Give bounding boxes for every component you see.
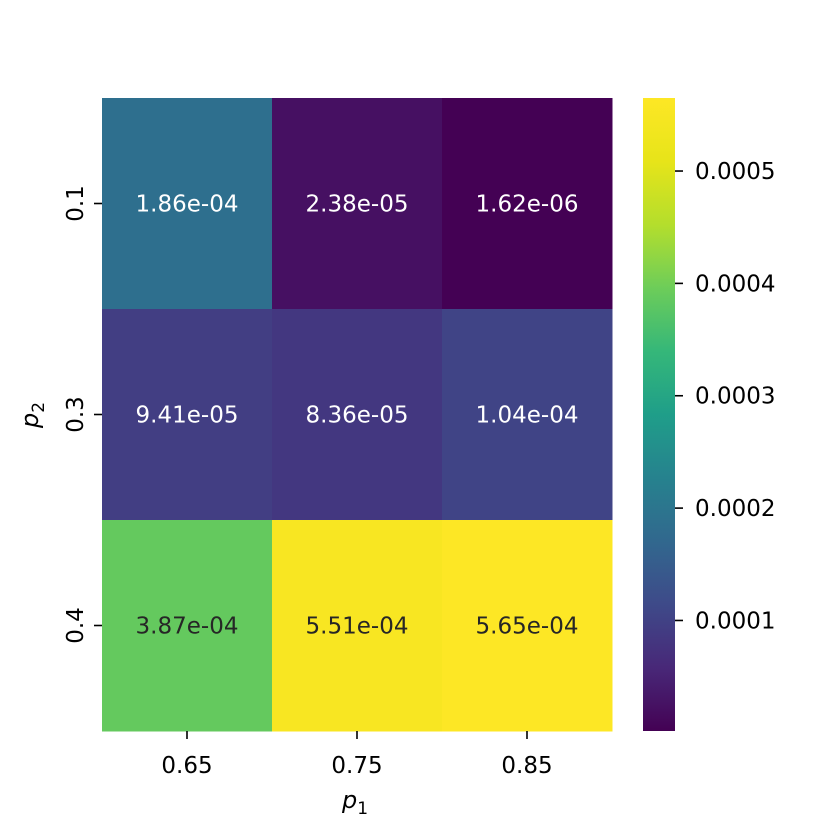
heatmap-cell — [442, 98, 613, 310]
colorbar-tick-label: 0.0002 — [695, 496, 775, 522]
x-tick-label: 0.65 — [161, 753, 212, 779]
cell-value-label: 2.38e-05 — [306, 192, 409, 218]
heatmap-cell — [102, 520, 273, 732]
cell-value-label: 5.65e-04 — [476, 614, 579, 640]
cell-value-label: 3.87e-04 — [136, 614, 239, 640]
x-tick-label: 0.75 — [331, 753, 382, 779]
colorbar-bar — [643, 98, 675, 731]
heatmap-cell — [272, 98, 443, 310]
cell-value-label: 8.36e-05 — [306, 403, 409, 429]
colorbar-tick-label: 0.0003 — [695, 384, 775, 410]
axis-ticks: 0.65 0.75 0.85 0.1 0.3 0.4 — [63, 185, 553, 779]
heatmap-cell — [272, 520, 443, 732]
cell-value-label: 1.86e-04 — [136, 192, 239, 218]
y-axis-label: p2 — [16, 402, 49, 429]
y-tick-label: 0.3 — [63, 396, 89, 433]
colorbar: 0.0001 0.0002 0.0003 0.0004 0.0005 — [643, 98, 775, 731]
cell-value-label: 5.51e-04 — [306, 614, 409, 640]
heatmap-cell — [442, 309, 613, 521]
colorbar-tick-label: 0.0004 — [695, 271, 775, 297]
cell-value-label: 9.41e-05 — [136, 403, 239, 429]
cell-value-label: 1.62e-06 — [476, 192, 579, 218]
colorbar-tick-label: 0.0001 — [695, 608, 775, 634]
x-tick-label: 0.85 — [501, 753, 552, 779]
y-tick-label: 0.4 — [63, 607, 89, 644]
y-tick-label: 0.1 — [63, 185, 89, 222]
heatmap-cell — [272, 309, 443, 521]
x-axis-label: p1 — [341, 786, 368, 819]
cell-value-label: 1.04e-04 — [476, 403, 579, 429]
heatmap-cell — [442, 520, 613, 732]
heatmap-cell — [102, 309, 273, 521]
colorbar-tick-label: 0.0005 — [695, 159, 775, 185]
heatmap-cells: 1.86e-04 2.38e-05 1.62e-06 9.41e-05 8.36e-05… — [102, 98, 613, 732]
heatmap-cell — [102, 98, 273, 310]
